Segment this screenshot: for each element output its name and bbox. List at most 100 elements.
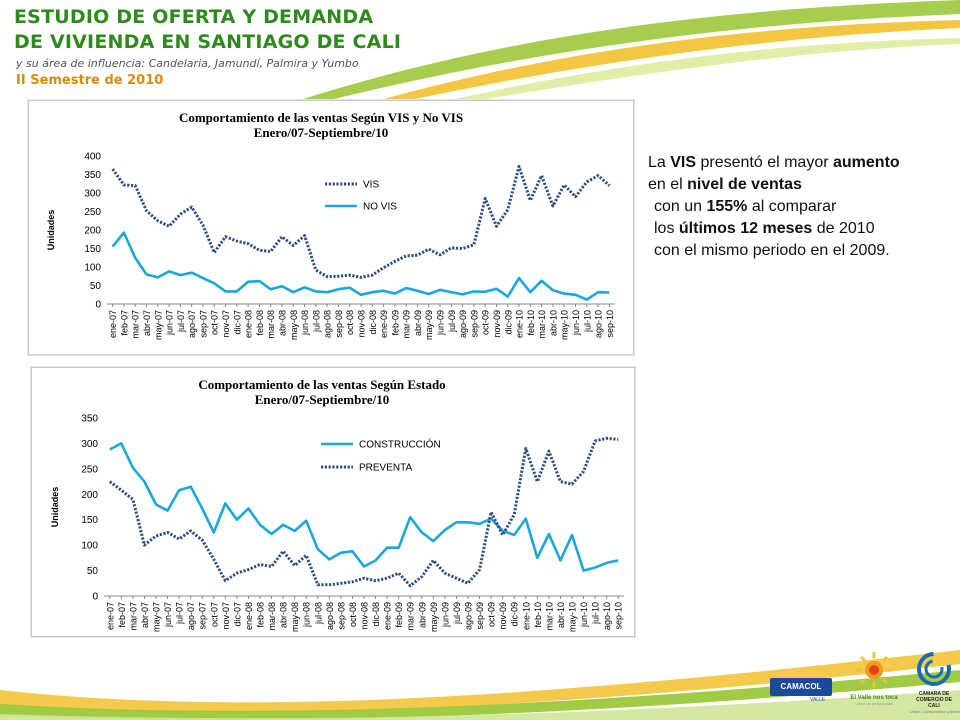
- chart2-xtick-label: nov-08: [360, 602, 370, 630]
- chart2-ytick-label: 100: [81, 541, 98, 552]
- sun-icon: [856, 652, 892, 688]
- chart2-xtick-label: may-07: [152, 602, 162, 632]
- chart1-xtick-label: ago-10: [594, 310, 604, 338]
- chart1-xtick-label: may-07: [153, 310, 163, 340]
- chart2-ytick-label: 50: [87, 566, 99, 577]
- chart1-xtick-label: dic-09: [503, 310, 513, 335]
- chart1-xtick-label: ago-07: [187, 310, 197, 338]
- chart1-xtick-label: jun-08: [300, 310, 310, 336]
- chart1-xtick-label: abr-10: [548, 310, 558, 336]
- chart2-xtick-label: dic-07: [232, 602, 242, 627]
- chart2-series-1-line: [109, 442, 619, 572]
- chart2-xtick-label: ago-10: [602, 602, 612, 630]
- summary-text: La VIS presentó el mayor aumento en el n…: [648, 152, 953, 262]
- chart1-xtick-label: ene-08: [244, 310, 254, 338]
- chart1-xtick-label: mar-09: [402, 310, 412, 339]
- chart1-xtick-label: jun-09: [436, 310, 446, 336]
- chart2-xtick-label: oct-09: [487, 602, 497, 627]
- chart2-xtick-label: sep-07: [198, 602, 208, 630]
- valle-logo: El Valle nos toca Clima de prosperidad: [844, 650, 904, 710]
- footer-swoosh-decoration: [0, 650, 960, 720]
- chart1-ytick-label: 400: [84, 152, 101, 163]
- chart1-ylabel: Unidades: [46, 210, 56, 251]
- summary-line-2: en el nivel de ventas: [648, 176, 802, 193]
- chart2-ytick-label: 200: [81, 490, 98, 501]
- chart1-xtick-label: mar-08: [266, 310, 276, 339]
- chart1-xtick-label: ene-09: [379, 310, 389, 338]
- chart1-xtick-label: abr-07: [142, 310, 152, 336]
- chart2-xtick-label: jun-10: [579, 602, 589, 628]
- header-semester: II Semestre de 2010: [16, 73, 164, 88]
- chart1-xtick-label: sep-10: [605, 310, 615, 338]
- chart2-xtick-label: jul-07: [175, 602, 185, 625]
- chart2-xtick-label: mar-10: [544, 602, 554, 631]
- chart1-xtick-label: jul-07: [176, 310, 186, 333]
- chart1-xtick-label: mar-07: [131, 310, 141, 339]
- chart1-xtick-label: ago-09: [458, 310, 468, 338]
- chart2-xtick-label: sep-08: [336, 602, 346, 630]
- camacol-sub: VALLE: [810, 697, 826, 703]
- chart1-series-1-line: [111, 164, 611, 279]
- chart1-xtick-label: nov-09: [492, 310, 502, 338]
- chart2-xtick-label: oct-08: [348, 602, 358, 627]
- chart-estado-frame: Comportamiento de las ventas Según Estad…: [31, 367, 635, 637]
- chart2-xtick-label: abr-07: [140, 602, 150, 628]
- camara-circle-icon: [917, 652, 951, 686]
- header-subtitle: y su área de influencia: Candelaria, Jam…: [16, 57, 359, 70]
- chart2-xtick-label: ene-10: [521, 602, 531, 630]
- chart1-xtick-label: feb-10: [526, 310, 536, 336]
- chart2-xtick-label: mar-07: [128, 602, 138, 631]
- chart1-xtick-label: nov-08: [357, 310, 367, 338]
- chart2-ytick-label: 150: [81, 515, 98, 526]
- chart-vis-novis-frame: Comportamiento de las ventas Según VIS y…: [28, 100, 634, 355]
- chart1-ytick-label: 200: [84, 226, 101, 237]
- chart1-xtick-label: ago-08: [323, 310, 333, 338]
- chart2-xtick-label: dic-08: [371, 602, 381, 627]
- chart1-xtick-label: oct-07: [210, 310, 220, 335]
- chart2-xtick-label: ene-07: [105, 602, 115, 630]
- chart1-xtick-label: jul-09: [447, 310, 457, 333]
- chart2-xtick-label: abr-09: [417, 602, 427, 628]
- chart2-xtick-label: may-08: [290, 602, 300, 632]
- chart1-subtitle: Enero/07-Septiembre/10: [254, 125, 389, 140]
- chart2-xtick-label: sep-09: [475, 602, 485, 630]
- chart1-xtick-label: sep-09: [469, 310, 479, 338]
- chart2-xtick-label: sep-10: [614, 602, 624, 630]
- header-title-line2: DE VIVIENDA EN SANTIAGO DE CALI: [14, 31, 402, 53]
- chart2-xtick-label: jul-10: [591, 602, 601, 625]
- chart-estado: Comportamiento de las ventas Según Estad…: [50, 377, 624, 632]
- chart1-ytick-label: 350: [84, 170, 101, 181]
- camacol-logo: CAMACOL: [770, 678, 832, 696]
- chart2-xtick-label: ago-07: [186, 602, 196, 630]
- chart2-subtitle: Enero/07-Septiembre/10: [255, 392, 390, 407]
- chart1-xtick-label: mar-10: [537, 310, 547, 339]
- chart2-title: Comportamiento de las ventas Según Estad…: [198, 377, 445, 392]
- chart2-xtick-label: abr-08: [279, 602, 289, 628]
- chart2-xtick-label: jul-09: [452, 602, 462, 625]
- chart1-xtick-label: jul-08: [311, 310, 321, 333]
- chart1-xtick-label: sep-08: [334, 310, 344, 338]
- chart1-series-2-line: [111, 231, 610, 301]
- chart2-xtick-label: feb-08: [256, 602, 266, 628]
- chart1-xtick-label: feb-08: [255, 310, 265, 336]
- chart1-xtick-label: oct-09: [481, 310, 491, 335]
- chart1-ytick-label: 50: [90, 281, 102, 292]
- chart2-xtick-label: may-09: [429, 602, 439, 632]
- chart2-xtick-label: may-10: [568, 602, 578, 632]
- chart2-ytick-label: 0: [92, 592, 98, 603]
- chart1-xtick-label: oct-08: [345, 310, 355, 335]
- chart2-xtick-label: jun-08: [302, 602, 312, 628]
- chart1-xtick-label: abr-08: [277, 310, 287, 336]
- chart1-xtick-label: dic-08: [368, 310, 378, 335]
- chart1-legend-label-1: VIS: [363, 180, 379, 191]
- chart1-xtick-label: jul-10: [582, 310, 592, 333]
- chart2-xtick-label: feb-07: [117, 602, 127, 628]
- chart2-xtick-label: ago-09: [464, 602, 474, 630]
- chart1-xtick-label: nov-07: [221, 310, 231, 338]
- chart2-xtick-label: ene-08: [244, 602, 254, 630]
- summary-line-5: con el mismo periodo en el 2009.: [654, 242, 890, 259]
- chart1-xtick-label: dic-07: [232, 310, 242, 335]
- chart1-legend-label-2: NO VIS: [363, 202, 397, 213]
- chart1-xtick-label: jun-10: [571, 310, 581, 336]
- header-swoosh-decoration: [300, 0, 960, 100]
